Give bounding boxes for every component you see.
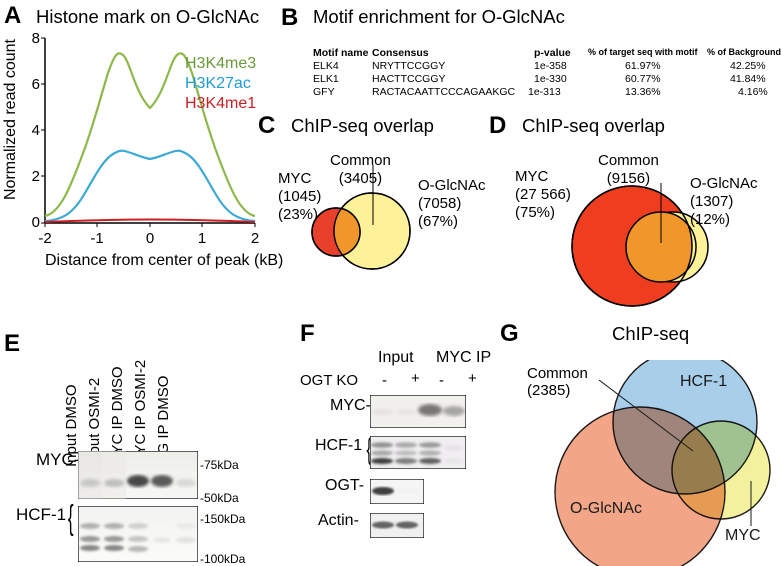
svg-text:0: 0 — [146, 230, 154, 247]
svg-text:H3K4me1: H3K4me1 — [185, 95, 256, 112]
svg-text:1: 1 — [198, 230, 206, 247]
svg-text:0: 0 — [32, 214, 40, 231]
svg-text:H3K4me3: H3K4me3 — [185, 55, 256, 72]
svg-text:-2: -2 — [38, 230, 51, 247]
svg-text:6: 6 — [32, 76, 40, 93]
svg-text:H3K27ac: H3K27ac — [185, 75, 251, 92]
svg-text:8: 8 — [32, 30, 40, 47]
svg-text:4: 4 — [32, 122, 40, 139]
svg-text:2: 2 — [32, 168, 40, 185]
svg-text:-1: -1 — [90, 230, 103, 247]
